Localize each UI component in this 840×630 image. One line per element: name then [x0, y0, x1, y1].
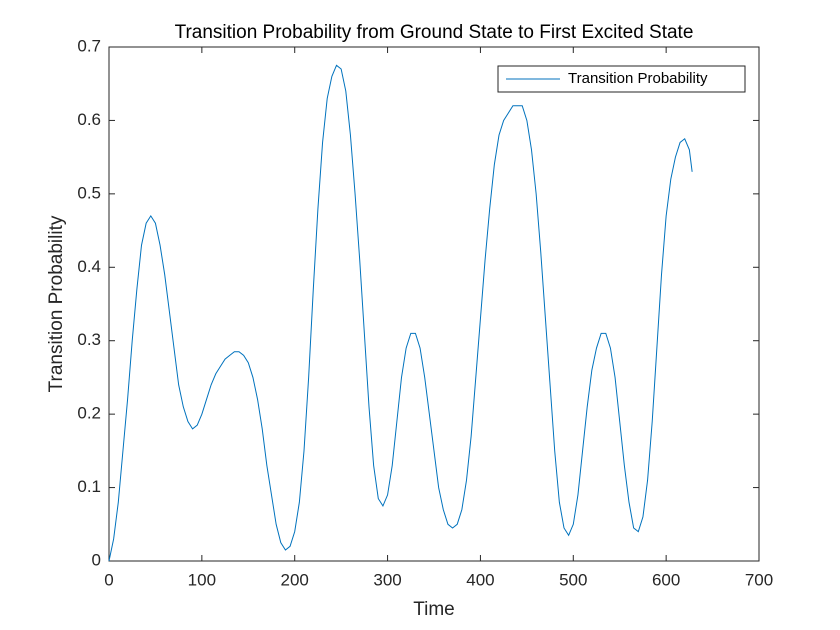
y-tick-label: 0.2 — [77, 404, 101, 423]
y-tick-label: 0.7 — [77, 36, 101, 55]
y-tick-label: 0 — [92, 550, 101, 569]
y-tick-label: 0.6 — [77, 110, 101, 129]
y-tick-label: 0.4 — [77, 257, 101, 276]
x-axis-label: Time — [413, 599, 455, 620]
x-tick-label: 200 — [281, 570, 309, 589]
x-tick-label: 300 — [373, 570, 401, 589]
data-line — [108, 64, 693, 562]
y-tick-label: 0.3 — [77, 330, 101, 349]
x-tick-label: 0 — [104, 570, 113, 589]
x-tick-label: 100 — [188, 570, 216, 589]
x-tick-label: 700 — [745, 570, 773, 589]
y-axis-label: Transition Probability — [46, 215, 67, 392]
x-tick-label: 600 — [652, 570, 680, 589]
y-tick-label: 0.5 — [77, 183, 101, 202]
x-tick-label: 500 — [559, 570, 587, 589]
y-tick-label: 0.1 — [77, 477, 101, 496]
axes-box — [108, 46, 760, 562]
x-tick-label: 400 — [466, 570, 494, 589]
legend-label: Transition Probability — [568, 70, 708, 87]
chart-title: Transition Probability from Ground State… — [175, 22, 694, 43]
